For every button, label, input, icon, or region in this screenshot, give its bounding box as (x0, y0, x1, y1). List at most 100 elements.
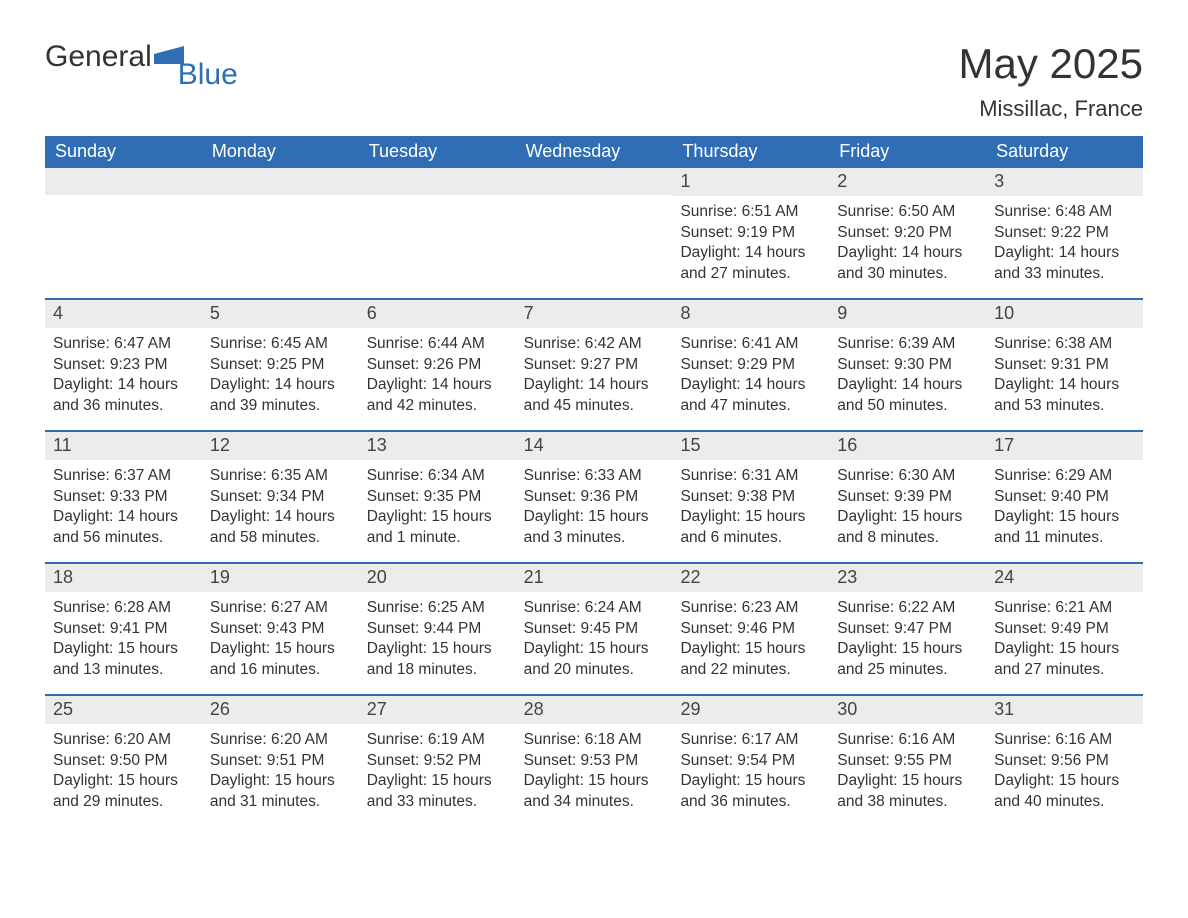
logo-text-blue: Blue (178, 58, 238, 92)
daylight-text: Daylight: 15 hours and 11 minutes. (994, 507, 1135, 549)
daylight-text: Daylight: 15 hours and 25 minutes. (837, 639, 978, 681)
day-number: 12 (202, 432, 359, 460)
day-cell: 30Sunrise: 6:16 AMSunset: 9:55 PMDayligh… (829, 696, 986, 826)
calendar: SundayMondayTuesdayWednesdayThursdayFrid… (45, 136, 1143, 826)
sunrise-text: Sunrise: 6:42 AM (524, 334, 665, 355)
daylight-text: Daylight: 15 hours and 18 minutes. (367, 639, 508, 681)
daylight-text: Daylight: 15 hours and 40 minutes. (994, 771, 1135, 813)
day-number: 8 (672, 300, 829, 328)
day-number: 3 (986, 168, 1143, 196)
daylight-text: Daylight: 14 hours and 36 minutes. (53, 375, 194, 417)
day-cell (516, 168, 673, 298)
day-cell: 29Sunrise: 6:17 AMSunset: 9:54 PMDayligh… (672, 696, 829, 826)
day-cell: 10Sunrise: 6:38 AMSunset: 9:31 PMDayligh… (986, 300, 1143, 430)
day-content: Sunrise: 6:33 AMSunset: 9:36 PMDaylight:… (516, 460, 673, 558)
daylight-text: Daylight: 14 hours and 42 minutes. (367, 375, 508, 417)
day-cell: 3Sunrise: 6:48 AMSunset: 9:22 PMDaylight… (986, 168, 1143, 298)
day-number (359, 168, 516, 195)
sunrise-text: Sunrise: 6:50 AM (837, 202, 978, 223)
dow-cell: Saturday (986, 136, 1143, 168)
daylight-text: Daylight: 15 hours and 31 minutes. (210, 771, 351, 813)
sunrise-text: Sunrise: 6:22 AM (837, 598, 978, 619)
day-cell: 31Sunrise: 6:16 AMSunset: 9:56 PMDayligh… (986, 696, 1143, 826)
day-number: 2 (829, 168, 986, 196)
dow-cell: Monday (202, 136, 359, 168)
sunset-text: Sunset: 9:29 PM (680, 355, 821, 376)
sunrise-text: Sunrise: 6:25 AM (367, 598, 508, 619)
sunset-text: Sunset: 9:53 PM (524, 751, 665, 772)
sunset-text: Sunset: 9:55 PM (837, 751, 978, 772)
day-number: 15 (672, 432, 829, 460)
daylight-text: Daylight: 15 hours and 6 minutes. (680, 507, 821, 549)
daylight-text: Daylight: 15 hours and 34 minutes. (524, 771, 665, 813)
sunrise-text: Sunrise: 6:41 AM (680, 334, 821, 355)
day-cell: 1Sunrise: 6:51 AMSunset: 9:19 PMDaylight… (672, 168, 829, 298)
day-content: Sunrise: 6:16 AMSunset: 9:55 PMDaylight:… (829, 724, 986, 822)
day-cell: 8Sunrise: 6:41 AMSunset: 9:29 PMDaylight… (672, 300, 829, 430)
sunrise-text: Sunrise: 6:28 AM (53, 598, 194, 619)
day-number: 29 (672, 696, 829, 724)
daylight-text: Daylight: 14 hours and 33 minutes. (994, 243, 1135, 285)
sunrise-text: Sunrise: 6:44 AM (367, 334, 508, 355)
dow-cell: Sunday (45, 136, 202, 168)
day-content: Sunrise: 6:20 AMSunset: 9:50 PMDaylight:… (45, 724, 202, 822)
daylight-text: Daylight: 15 hours and 8 minutes. (837, 507, 978, 549)
day-content: Sunrise: 6:35 AMSunset: 9:34 PMDaylight:… (202, 460, 359, 558)
day-content: Sunrise: 6:37 AMSunset: 9:33 PMDaylight:… (45, 460, 202, 558)
sunrise-text: Sunrise: 6:51 AM (680, 202, 821, 223)
day-cell: 13Sunrise: 6:34 AMSunset: 9:35 PMDayligh… (359, 432, 516, 562)
daylight-text: Daylight: 14 hours and 45 minutes. (524, 375, 665, 417)
day-content: Sunrise: 6:30 AMSunset: 9:39 PMDaylight:… (829, 460, 986, 558)
daylight-text: Daylight: 15 hours and 3 minutes. (524, 507, 665, 549)
month-title: May 2025 (959, 40, 1143, 88)
dow-cell: Tuesday (359, 136, 516, 168)
day-number: 11 (45, 432, 202, 460)
sunrise-text: Sunrise: 6:31 AM (680, 466, 821, 487)
day-cell: 18Sunrise: 6:28 AMSunset: 9:41 PMDayligh… (45, 564, 202, 694)
sunset-text: Sunset: 9:33 PM (53, 487, 194, 508)
day-cell: 12Sunrise: 6:35 AMSunset: 9:34 PMDayligh… (202, 432, 359, 562)
sunset-text: Sunset: 9:47 PM (837, 619, 978, 640)
sunset-text: Sunset: 9:54 PM (680, 751, 821, 772)
day-number: 7 (516, 300, 673, 328)
sunset-text: Sunset: 9:40 PM (994, 487, 1135, 508)
day-cell: 19Sunrise: 6:27 AMSunset: 9:43 PMDayligh… (202, 564, 359, 694)
sunrise-text: Sunrise: 6:35 AM (210, 466, 351, 487)
day-content: Sunrise: 6:38 AMSunset: 9:31 PMDaylight:… (986, 328, 1143, 426)
week-row: 11Sunrise: 6:37 AMSunset: 9:33 PMDayligh… (45, 430, 1143, 562)
title-block: May 2025 Missillac, France (959, 40, 1143, 122)
day-number: 16 (829, 432, 986, 460)
day-cell: 20Sunrise: 6:25 AMSunset: 9:44 PMDayligh… (359, 564, 516, 694)
sunrise-text: Sunrise: 6:47 AM (53, 334, 194, 355)
day-cell: 14Sunrise: 6:33 AMSunset: 9:36 PMDayligh… (516, 432, 673, 562)
day-number: 13 (359, 432, 516, 460)
sunrise-text: Sunrise: 6:23 AM (680, 598, 821, 619)
daylight-text: Daylight: 14 hours and 58 minutes. (210, 507, 351, 549)
sunset-text: Sunset: 9:25 PM (210, 355, 351, 376)
day-number: 23 (829, 564, 986, 592)
day-cell: 22Sunrise: 6:23 AMSunset: 9:46 PMDayligh… (672, 564, 829, 694)
day-number: 31 (986, 696, 1143, 724)
day-content: Sunrise: 6:42 AMSunset: 9:27 PMDaylight:… (516, 328, 673, 426)
day-of-week-header: SundayMondayTuesdayWednesdayThursdayFrid… (45, 136, 1143, 168)
dow-cell: Friday (829, 136, 986, 168)
sunset-text: Sunset: 9:56 PM (994, 751, 1135, 772)
day-cell: 2Sunrise: 6:50 AMSunset: 9:20 PMDaylight… (829, 168, 986, 298)
day-number: 20 (359, 564, 516, 592)
sunset-text: Sunset: 9:31 PM (994, 355, 1135, 376)
day-cell: 9Sunrise: 6:39 AMSunset: 9:30 PMDaylight… (829, 300, 986, 430)
daylight-text: Daylight: 15 hours and 38 minutes. (837, 771, 978, 813)
day-cell: 24Sunrise: 6:21 AMSunset: 9:49 PMDayligh… (986, 564, 1143, 694)
day-number: 26 (202, 696, 359, 724)
week-row: 4Sunrise: 6:47 AMSunset: 9:23 PMDaylight… (45, 298, 1143, 430)
sunrise-text: Sunrise: 6:48 AM (994, 202, 1135, 223)
day-number: 21 (516, 564, 673, 592)
day-cell: 4Sunrise: 6:47 AMSunset: 9:23 PMDaylight… (45, 300, 202, 430)
day-number: 19 (202, 564, 359, 592)
day-number: 28 (516, 696, 673, 724)
day-cell: 25Sunrise: 6:20 AMSunset: 9:50 PMDayligh… (45, 696, 202, 826)
sunrise-text: Sunrise: 6:34 AM (367, 466, 508, 487)
sunset-text: Sunset: 9:34 PM (210, 487, 351, 508)
sunrise-text: Sunrise: 6:17 AM (680, 730, 821, 751)
day-content: Sunrise: 6:22 AMSunset: 9:47 PMDaylight:… (829, 592, 986, 690)
